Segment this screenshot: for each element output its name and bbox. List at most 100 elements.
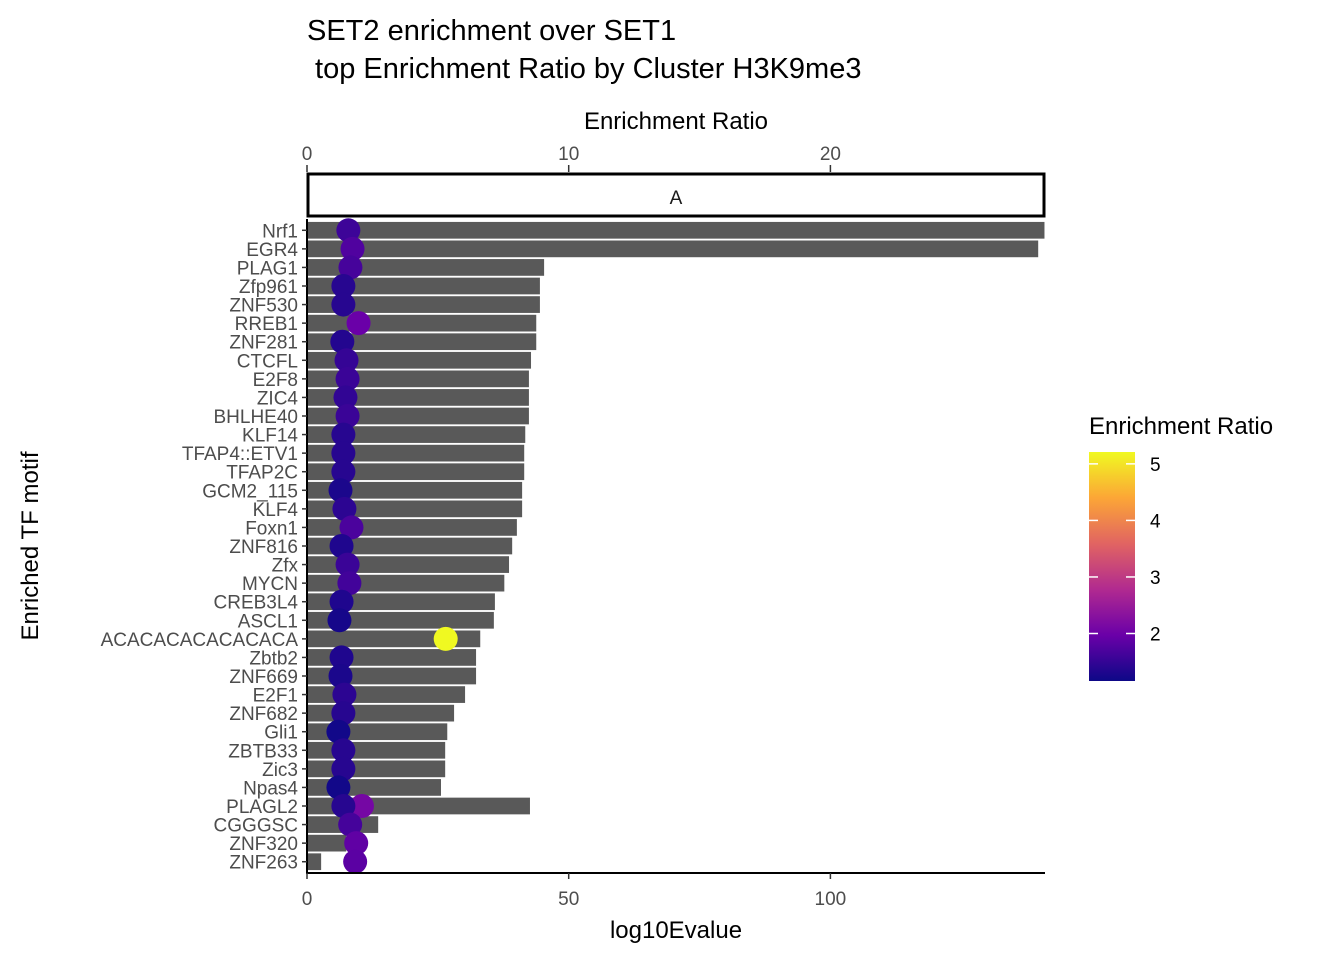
point-Gli1 bbox=[326, 719, 351, 744]
bar-ZNF263 bbox=[307, 853, 322, 871]
point-RREB1 bbox=[346, 311, 371, 336]
y-tick-label: ASCL1 bbox=[238, 611, 298, 632]
y-tick-label: ZNF669 bbox=[229, 667, 298, 688]
point-ZIC4 bbox=[333, 385, 358, 410]
bar-PLAG1 bbox=[307, 259, 545, 276]
point-Zfx bbox=[335, 552, 360, 577]
point-Zic3 bbox=[331, 756, 356, 781]
y-tick-label: ACACACACACACACA bbox=[101, 630, 299, 651]
y-tick-label: RREB1 bbox=[235, 314, 298, 335]
bar-RREB1 bbox=[307, 314, 537, 332]
bar-KLF4 bbox=[307, 500, 523, 518]
bar-ZIC4 bbox=[307, 389, 529, 406]
bar-TFAP2C bbox=[307, 463, 525, 481]
y-tick-label: Zic3 bbox=[262, 760, 298, 781]
y-tick-label: KLF14 bbox=[242, 426, 298, 447]
y-axis-title: Enriched TF motif bbox=[17, 451, 44, 640]
y-tick-label: PLAG1 bbox=[237, 258, 298, 279]
y-tick-label: Gli1 bbox=[264, 723, 298, 744]
legend: Enrichment Ratio 2 3 4 5 bbox=[1089, 413, 1273, 681]
bar-EGR4 bbox=[307, 240, 1039, 258]
colorbar bbox=[1089, 452, 1135, 681]
point-ACACACACACACACA bbox=[433, 626, 458, 651]
point-Zbtb2 bbox=[329, 645, 354, 670]
point-TFAP4::ETV1 bbox=[331, 441, 356, 466]
chart-title-line-2: top Enrichment Ratio by Cluster H3K9me3 bbox=[307, 53, 861, 85]
point-PLAG1 bbox=[338, 255, 363, 280]
bar-GCM2_115 bbox=[307, 481, 523, 499]
y-tick-label: Foxn1 bbox=[245, 518, 298, 539]
y-tick-label: ZIC4 bbox=[257, 388, 299, 409]
y-tick-label: Zfp961 bbox=[239, 277, 298, 298]
point-Zfp961 bbox=[331, 274, 356, 298]
y-tick-label: Zbtb2 bbox=[249, 648, 298, 669]
y-tick-label: ZNF281 bbox=[229, 333, 298, 354]
bar-CTCFL bbox=[307, 351, 532, 369]
x-tick-label: 100 bbox=[815, 889, 847, 910]
point-PLAGL2 bbox=[349, 794, 374, 818]
bar-Zic3 bbox=[307, 760, 446, 778]
y-tick-label: Npas4 bbox=[243, 778, 298, 799]
y-tick-label: MYCN bbox=[242, 574, 298, 595]
y-tick-label: Nrf1 bbox=[262, 221, 298, 242]
facet-strip bbox=[306, 172, 1046, 218]
y-tick-label: ZNF320 bbox=[229, 834, 298, 855]
point-E2F8 bbox=[335, 366, 360, 391]
secondary-x-axis-title: Enrichment Ratio bbox=[584, 108, 768, 135]
legend-tick-label: 4 bbox=[1150, 511, 1161, 532]
y-tick-label: E2F8 bbox=[253, 370, 298, 391]
y-tick-label: EGR4 bbox=[246, 240, 298, 261]
bar-BHLHE40 bbox=[307, 407, 529, 425]
x-axis: 0 50 100 bbox=[302, 873, 847, 910]
y-tick-label: CREB3L4 bbox=[214, 593, 299, 614]
bar-Foxn1 bbox=[307, 519, 517, 536]
y-tick-label: KLF4 bbox=[253, 500, 299, 521]
secondary-x-tick-label: 0 bbox=[302, 144, 313, 165]
bar-ZNF530 bbox=[307, 296, 540, 313]
point-CGGGSC bbox=[338, 812, 363, 837]
y-tick-label: TFAP2C bbox=[226, 463, 298, 484]
secondary-x-axis: 0 10 20 bbox=[302, 144, 841, 172]
point-EGR4 bbox=[340, 236, 365, 261]
point-Npas4 bbox=[326, 775, 351, 800]
point-CTCFL bbox=[334, 348, 359, 373]
y-tick-label: PLAGL2 bbox=[226, 797, 298, 818]
bar-Zfp961 bbox=[307, 277, 540, 295]
point-ZNF281 bbox=[330, 329, 355, 354]
point-ZBTB33 bbox=[331, 738, 356, 763]
bar-ZBTB33 bbox=[307, 741, 446, 759]
point-ZNF669 bbox=[328, 664, 353, 688]
point-E2F1 bbox=[332, 682, 357, 707]
point-TFAP2C bbox=[331, 459, 356, 484]
point-ZNF816 bbox=[329, 534, 354, 558]
point-ZNF320 bbox=[344, 831, 369, 856]
point-BHLHE40 bbox=[335, 404, 360, 428]
secondary-x-tick-label: 10 bbox=[558, 144, 579, 165]
y-tick-label: CTCFL bbox=[237, 351, 298, 372]
y-tick-label: BHLHE40 bbox=[214, 407, 299, 428]
point-ZNF530 bbox=[331, 292, 356, 317]
bar-ASCL1 bbox=[307, 611, 494, 629]
bar-CREB3L4 bbox=[307, 593, 495, 611]
bar-ZNF281 bbox=[307, 333, 537, 351]
bar-KLF14 bbox=[307, 426, 526, 443]
y-tick-label: CGGGSC bbox=[214, 816, 298, 837]
x-axis-title: log10Evalue bbox=[610, 917, 742, 944]
point-CREB3L4 bbox=[329, 589, 354, 614]
point-MYCN bbox=[337, 571, 362, 596]
y-tick-label: Zfx bbox=[272, 556, 299, 577]
facet-strip-label: A bbox=[670, 188, 683, 209]
y-tick-label: ZNF530 bbox=[229, 296, 298, 317]
bars bbox=[307, 221, 1045, 871]
secondary-x-tick-label: 20 bbox=[820, 144, 841, 165]
legend-tick-label: 3 bbox=[1150, 568, 1161, 589]
point-Nrf1 bbox=[336, 218, 361, 243]
point-KLF14 bbox=[331, 422, 356, 447]
bar-E2F1 bbox=[307, 686, 466, 703]
y-tick-label: TFAP4::ETV1 bbox=[182, 444, 298, 465]
point-PLAGL2 bbox=[331, 794, 356, 818]
y-tick-label: GCM2_115 bbox=[202, 481, 298, 502]
legend-tick-label: 5 bbox=[1150, 455, 1161, 476]
legend-title: Enrichment Ratio bbox=[1089, 413, 1273, 440]
